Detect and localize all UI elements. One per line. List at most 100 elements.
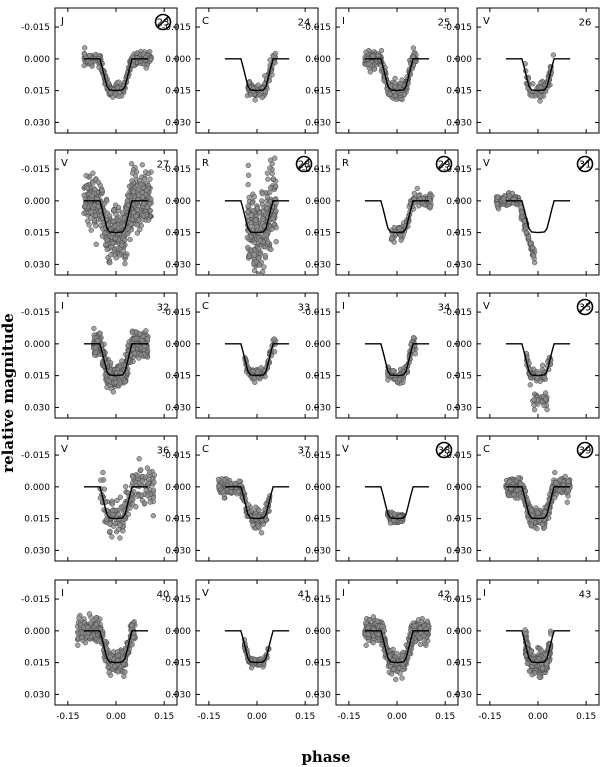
model-curve	[83, 630, 149, 664]
data-point	[103, 516, 110, 523]
data-point	[539, 521, 546, 528]
data-point	[272, 59, 278, 66]
data-point	[272, 183, 279, 189]
data-point	[524, 660, 530, 667]
data-point	[410, 45, 417, 51]
data-point	[133, 504, 139, 510]
data-point	[398, 237, 404, 243]
data-point	[249, 200, 256, 206]
data-point	[246, 253, 253, 259]
data-point	[531, 407, 538, 413]
model-curve	[364, 200, 430, 234]
y-tick-label: 0.015	[165, 87, 191, 97]
data-point	[394, 650, 400, 657]
y-tick-label: 0.000	[24, 55, 50, 65]
y-tick-label: 0.015	[24, 372, 50, 382]
y-tick-label: 0.030	[24, 690, 50, 700]
data-point	[273, 208, 279, 214]
x-tick-label: -0.15	[197, 712, 220, 722]
data-point	[370, 614, 377, 620]
y-tick-label: 0.000	[24, 483, 50, 493]
crossed-out-mark	[576, 155, 594, 173]
data-point	[136, 177, 143, 184]
x-tick-label: 0.15	[295, 712, 315, 722]
y-tick-label: -0.015	[162, 23, 191, 33]
data-point	[121, 673, 127, 680]
data-point	[109, 534, 115, 540]
y-tick-label: 0.015	[165, 515, 191, 525]
filter-label: V	[483, 16, 490, 27]
y-tick-label: 0.000	[24, 197, 50, 207]
data-point	[518, 481, 524, 487]
data-points	[81, 161, 154, 267]
data-point	[127, 236, 133, 243]
data-point	[113, 379, 119, 385]
y-tick-label: 0.030	[24, 260, 50, 270]
data-point	[95, 338, 101, 344]
data-point	[122, 379, 128, 385]
data-point	[260, 216, 266, 222]
data-point	[389, 235, 395, 242]
data-point	[366, 617, 373, 623]
data-point	[251, 656, 258, 663]
data-point	[108, 252, 114, 258]
x-tick-label: -0.15	[337, 712, 360, 722]
data-point	[115, 526, 122, 533]
data-point	[271, 53, 277, 60]
data-point	[363, 49, 369, 55]
y-tick-label: 0.030	[24, 403, 50, 413]
data-point	[107, 260, 113, 266]
data-point	[130, 634, 137, 640]
data-point	[245, 162, 251, 169]
data-point	[262, 253, 268, 259]
data-point	[92, 212, 99, 219]
data-point	[101, 486, 108, 492]
data-point	[151, 479, 157, 485]
data-point	[379, 623, 385, 630]
data-point	[88, 215, 94, 221]
data-point	[141, 176, 148, 182]
data-point	[539, 362, 546, 369]
data-point	[270, 176, 277, 182]
filter-label: I	[61, 588, 64, 599]
data-point	[552, 469, 558, 476]
data-point	[259, 191, 265, 197]
filter-label: C	[202, 301, 209, 312]
y-tick-label: -0.015	[302, 23, 331, 33]
filter-label: J	[60, 16, 64, 27]
y-tick-label: -0.015	[162, 451, 191, 461]
data-point	[495, 194, 501, 200]
data-point	[86, 222, 92, 228]
x-tick-label: 0.00	[106, 712, 126, 722]
data-point	[411, 190, 417, 197]
y-tick-label: 0.015	[24, 515, 50, 525]
y-tick-label: 0.015	[305, 659, 331, 669]
data-point	[137, 331, 143, 337]
data-point	[113, 211, 119, 218]
panel-number: 33	[298, 303, 311, 314]
data-point	[245, 181, 251, 188]
data-point	[399, 77, 405, 83]
y-tick-label: -0.015	[162, 308, 191, 318]
filter-label: I	[342, 16, 345, 27]
data-point	[136, 355, 142, 361]
model-curve	[224, 630, 290, 664]
data-point	[112, 235, 119, 242]
data-point	[118, 242, 125, 248]
data-point	[115, 669, 121, 675]
data-point	[141, 500, 148, 506]
data-point	[133, 335, 140, 342]
data-point	[116, 79, 122, 85]
crossed-out-slash	[437, 157, 451, 171]
data-point	[256, 262, 263, 268]
data-point	[105, 664, 111, 670]
model-curve	[505, 343, 571, 377]
data-point	[245, 172, 252, 178]
data-point	[538, 84, 544, 91]
y-tick-label: -0.015	[21, 23, 50, 33]
data-point	[117, 380, 123, 386]
